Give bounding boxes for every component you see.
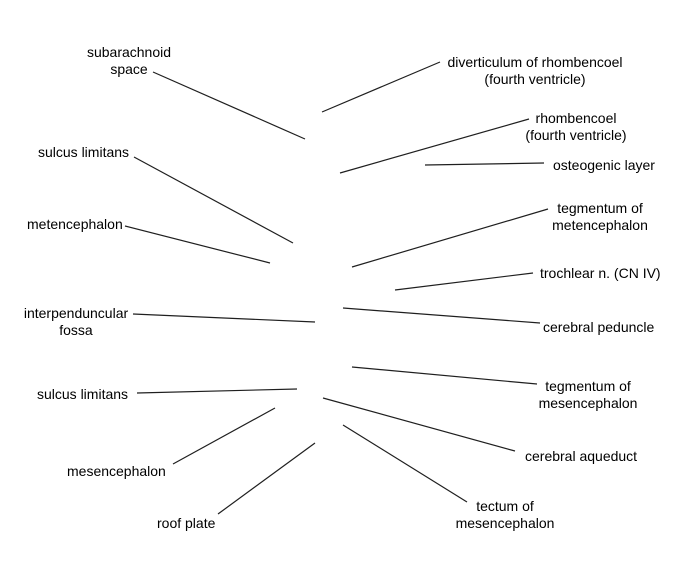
- leader-trochlear-nerve-cn-iv: [394, 272, 534, 291]
- leader-osteogenic-layer: [424, 162, 545, 166]
- leader-cerebral-aqueduct: [322, 397, 516, 452]
- leader-tegmentum-of-mesencephalon: [351, 366, 538, 385]
- label-rhombencoel-line-2: (fourth ventricle): [525, 127, 627, 143]
- label-tegmentum-of-metencephalon: tegmentum of metencephalon: [552, 200, 648, 234]
- label-roof-plate-line-1: roof plate: [157, 515, 216, 531]
- leader-roof-plate: [217, 442, 316, 515]
- label-subarachnoid-space-line-1: subarachnoid: [86, 44, 172, 60]
- label-cerebral-aqueduct-line-1: cerebral aqueduct: [525, 448, 638, 464]
- leader-diverticulum-of-rhombencoel: [321, 61, 441, 113]
- label-tectum-of-mesencephalon: tectum of mesencephalon: [456, 498, 555, 532]
- leader-cerebral-peduncle: [342, 307, 541, 324]
- label-interpenduncular-fossa: interpenduncular fossa: [24, 305, 128, 339]
- label-cerebral-peduncle: cerebral peduncle: [543, 319, 654, 336]
- label-osteogenic-layer-line-1: osteogenic layer: [553, 157, 655, 173]
- label-tectum-of-mesencephalon-line-2: mesencephalon: [455, 515, 555, 531]
- label-interpenduncular-fossa-line-2: fossa: [59, 322, 93, 338]
- label-subarachnoid-space: subarachnoid space: [87, 44, 171, 78]
- label-mesencephalon-line-1: mesencephalon: [67, 463, 166, 479]
- label-cerebral-aqueduct: cerebral aqueduct: [525, 448, 637, 465]
- leader-tectum-of-mesencephalon: [342, 424, 468, 503]
- leader-sulcus-limitans-lower: [136, 388, 298, 394]
- label-diverticulum-of-rhombencoel-line-1: diverticulum of rhombencoel: [447, 54, 623, 70]
- label-metencephalon: metencephalon: [27, 216, 123, 233]
- label-sulcus-limitans-upper: sulcus limitans: [38, 144, 129, 161]
- label-trochlear-nerve-cn-iv-line-1: trochlear n. (CN IV): [540, 265, 661, 281]
- label-osteogenic-layer: osteogenic layer: [553, 157, 655, 174]
- leader-rhombencoel: [339, 118, 530, 174]
- leader-metencephalon: [124, 225, 271, 264]
- label-subarachnoid-space-line-2: space: [110, 61, 148, 77]
- label-tegmentum-of-mesencephalon-line-1: tegmentum of: [545, 378, 631, 394]
- label-metencephalon-line-1: metencephalon: [27, 216, 123, 232]
- label-tegmentum-of-metencephalon-line-1: tegmentum of: [557, 200, 643, 216]
- label-roof-plate: roof plate: [157, 515, 215, 532]
- leader-tegmentum-of-metencephalon: [351, 208, 549, 268]
- label-trochlear-nerve-cn-iv: trochlear n. (CN IV): [540, 265, 661, 282]
- label-diverticulum-of-rhombencoel: diverticulum of rhombencoel (fourth ventr…: [447, 54, 622, 88]
- label-rhombencoel-line-1: rhombencoel: [535, 110, 617, 126]
- label-tegmentum-of-mesencephalon-line-2: mesencephalon: [538, 395, 638, 411]
- label-sulcus-limitans-lower-line-1: sulcus limitans: [37, 386, 129, 402]
- label-sulcus-limitans-upper-line-1: sulcus limitans: [38, 144, 130, 160]
- label-sulcus-limitans-lower: sulcus limitans: [37, 386, 128, 403]
- label-rhombencoel: rhombencoel (fourth ventricle): [525, 110, 626, 144]
- leader-sulcus-limitans-upper: [133, 156, 294, 244]
- leader-subarachnoid-space: [152, 71, 306, 140]
- label-diverticulum-of-rhombencoel-line-2: (fourth ventricle): [484, 71, 586, 87]
- leader-interpenduncular-fossa: [132, 313, 316, 323]
- leader-mesencephalon: [172, 407, 276, 465]
- label-tectum-of-mesencephalon-line-1: tectum of: [476, 498, 534, 514]
- label-tegmentum-of-mesencephalon: tegmentum of mesencephalon: [539, 378, 638, 412]
- label-cerebral-peduncle-line-1: cerebral peduncle: [543, 319, 655, 335]
- label-tegmentum-of-metencephalon-line-2: metencephalon: [552, 217, 648, 233]
- label-interpenduncular-fossa-line-1: interpenduncular: [23, 305, 129, 321]
- label-mesencephalon: mesencephalon: [67, 463, 166, 480]
